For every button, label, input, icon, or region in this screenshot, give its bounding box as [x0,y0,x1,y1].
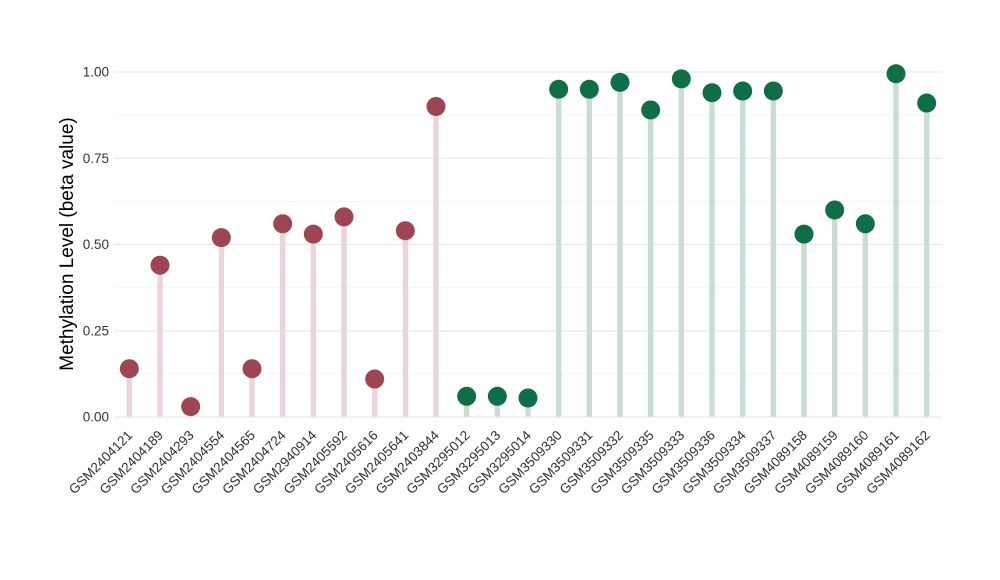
data-point [395,221,415,241]
data-point [917,93,937,113]
data-point [702,83,722,103]
y-tick-label: 0.25 [83,323,109,338]
data-point [763,81,783,101]
data-point [334,207,354,227]
data-point [487,386,507,406]
data-point [855,214,875,234]
data-point [579,79,599,99]
data-point [518,388,538,408]
data-point [303,224,323,244]
data-point [733,81,753,101]
data-point [794,224,814,244]
data-point [365,369,385,389]
y-tick-label: 0.75 [83,151,109,166]
y-tick-label: 1.00 [83,65,109,80]
y-tick-label: 0.50 [83,237,109,252]
data-point [610,72,630,92]
data-point [426,97,446,116]
data-point [211,228,231,248]
data-point [242,359,262,379]
data-point [549,79,569,99]
data-point [641,100,661,120]
data-point [825,200,845,220]
y-axis-title: Methylation Level (beta value) [57,117,78,371]
data-point [457,386,477,406]
data-point [886,64,906,84]
data-point [181,397,201,417]
y-tick-label: 0.00 [83,410,109,425]
data-point [671,69,691,89]
data-point [119,359,139,379]
data-point [273,214,293,234]
data-point [150,255,170,275]
